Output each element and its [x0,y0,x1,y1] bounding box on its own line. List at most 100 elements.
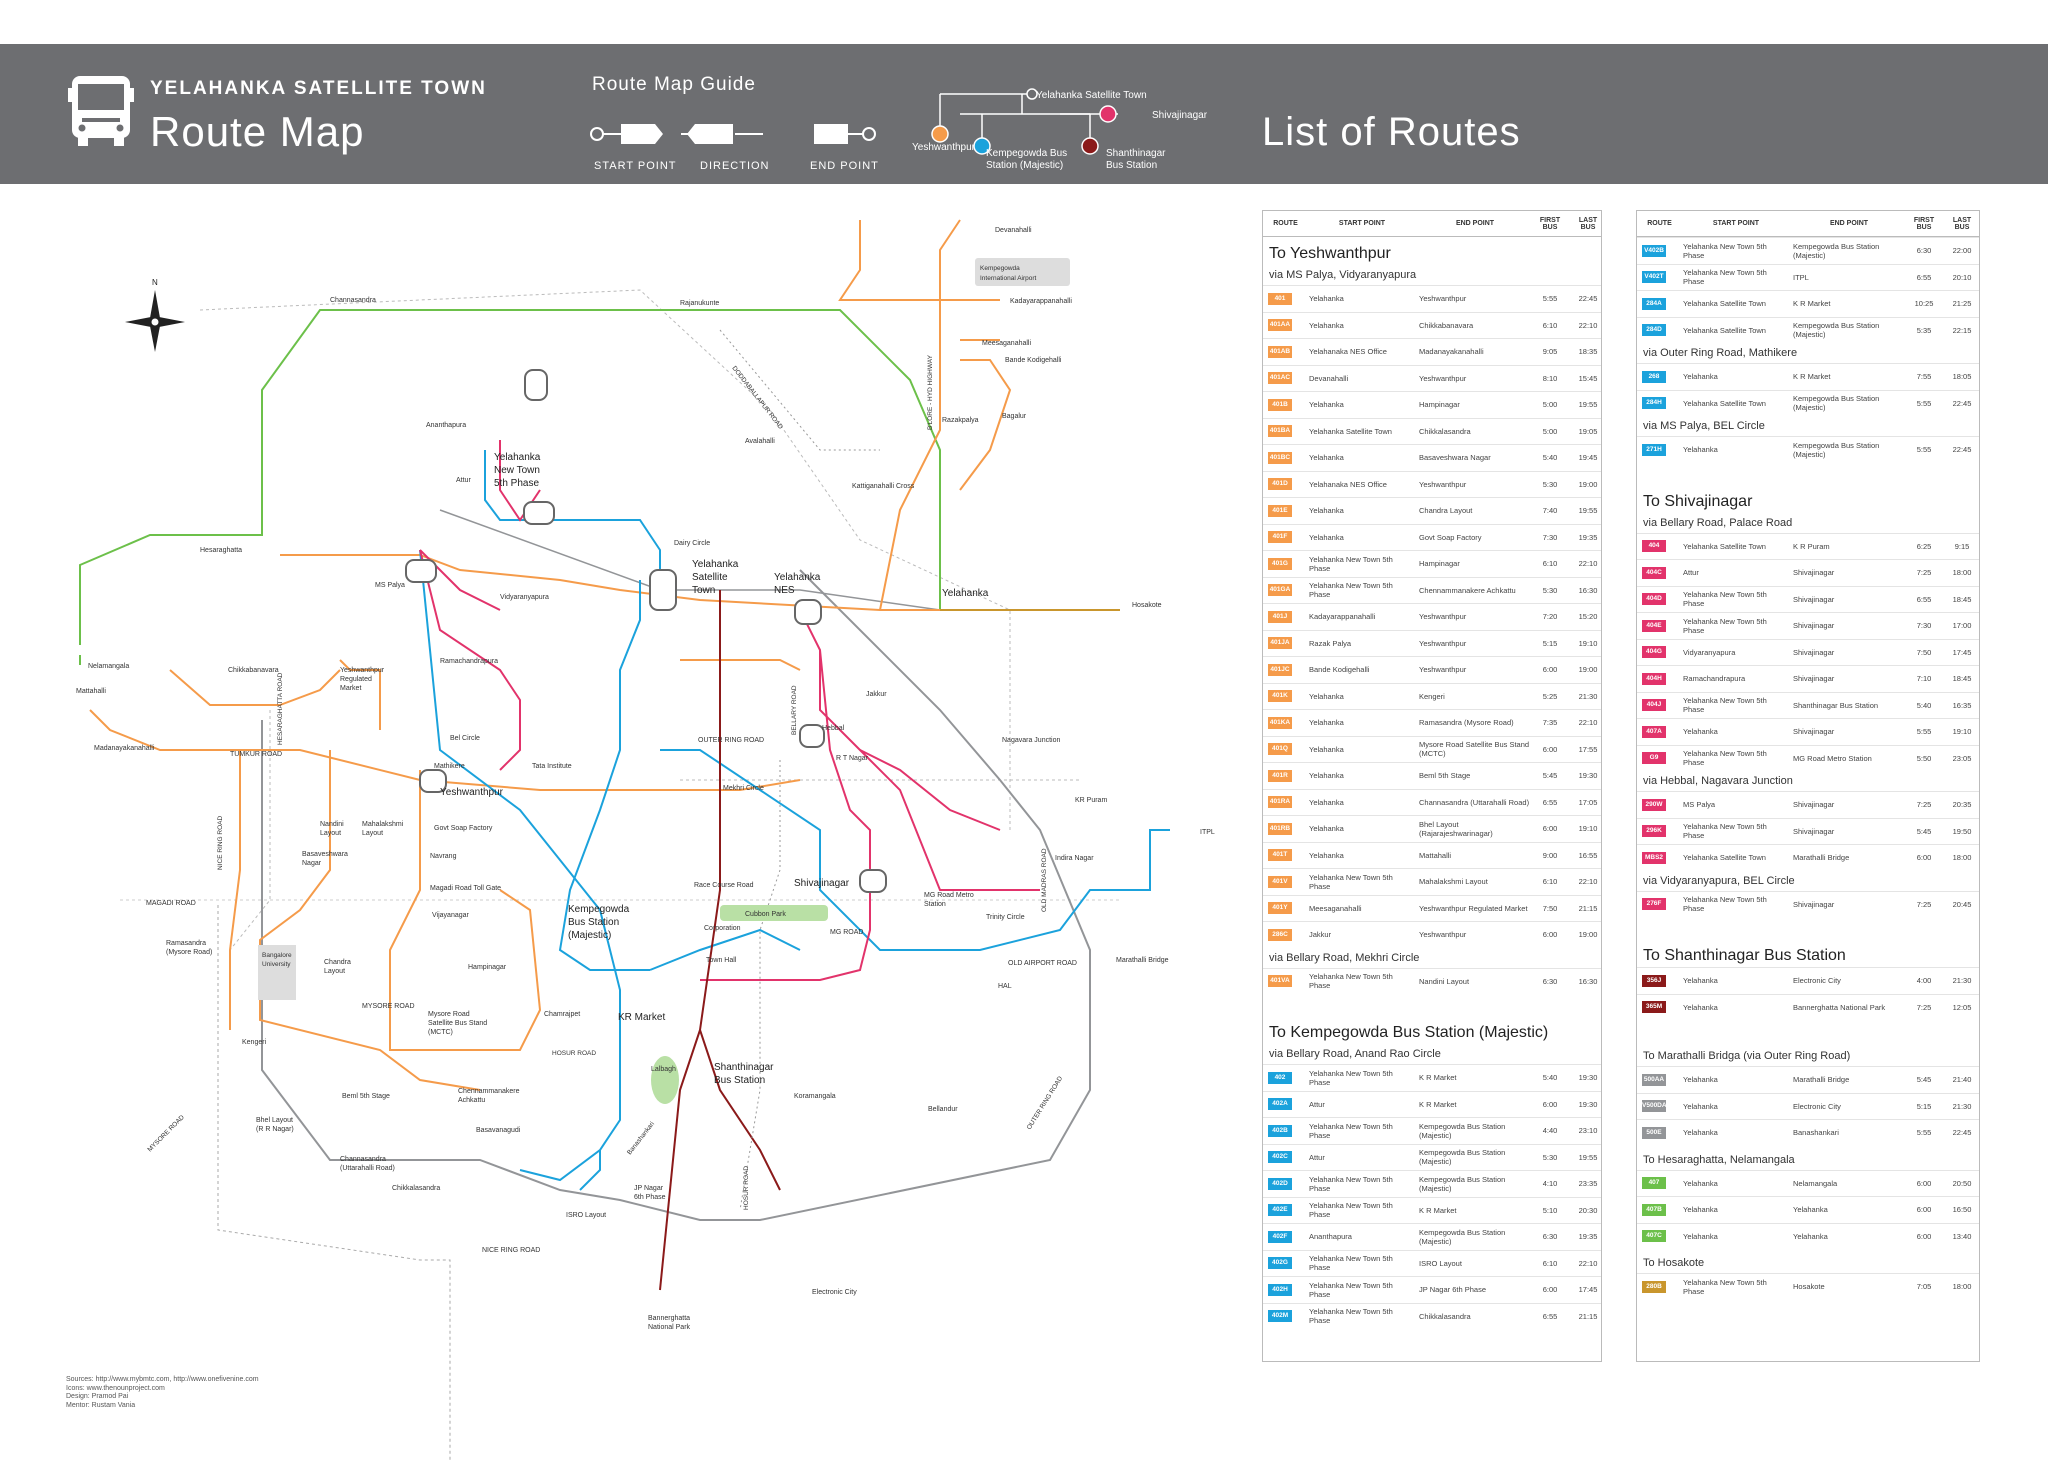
last-bus: 18:45 [1952,594,1972,604]
section-subheading: via Outer Ring Road, Mathikere [1643,347,1798,359]
start-point: Yelahanaka NES Office [1309,479,1387,489]
lbl-bemlstage: Beml 5th Stage [342,1093,390,1100]
table-row: 404 Yelahanka Satellite Town K R Puram 6:25… [1637,532,1979,560]
lbl-rajanukunte: Rajanukunte [680,300,719,307]
lbl-rtnagar: R T Nagar [836,755,869,762]
routes-table-left-body: To Yeshwanthpur via MS Palya, Vidyaranyap… [1263,237,1601,1329]
start-point: Yelahanka [1683,1128,1718,1138]
last-bus: 21:15 [1578,1311,1598,1321]
end-point: Chikkalasandra [1419,426,1471,436]
lbl-katiganahalli: Kattiganahalli Cross [852,483,915,490]
route-badge: 402F [1268,1230,1292,1243]
lbl-mgmetro: MG Road Metro Station [924,892,974,908]
lbl-kbs: Kempegowda Bus Station (Majestic) [568,904,630,941]
town-title: YELAHANKA SATELLITE TOWN [150,78,487,99]
list-of-routes-title: List of Routes [1262,110,1521,154]
start-point: Yelahanka [1683,1178,1718,1188]
last-bus: 23:05 [1952,753,1972,763]
route-badge: 402 [1268,1071,1292,1084]
end-point: Hampinagar [1419,400,1460,410]
first-bus: 6:00 [1542,1099,1558,1109]
lbl-electronic: Electronic City [812,1289,857,1296]
first-bus: 4:00 [1916,976,1932,986]
guide-symbols [590,124,876,144]
route-badge: 401AC [1268,372,1292,385]
route-badge: 401R [1268,769,1292,782]
route-badge: 284D [1642,324,1666,337]
last-bus: 21:40 [1952,1075,1972,1085]
lbl-chennammanakere: Chennammanakere Achkattu [458,1088,520,1104]
last-bus: 16:35 [1952,700,1972,710]
first-bus: 6:00 [1916,1205,1932,1215]
end-point: Electronic City [1793,1101,1841,1111]
last-bus: 20:35 [1952,800,1972,810]
lbl-chandra: Chandra Layout [324,959,351,975]
last-bus: 19:45 [1578,453,1598,463]
route-badge: 401F [1268,531,1292,544]
table-row: 407 Yelahanka Nelamangala 6:00 20:50 [1637,1169,1979,1197]
last-bus: 19:05 [1578,426,1598,436]
lbl-kengeri: Kengeri [242,1039,267,1046]
start-point: Yelahanka New Town 5th Phase [1309,1174,1393,1193]
route-badge: 404E [1642,619,1666,632]
route-badge: 401GA [1268,584,1292,597]
lbl-bannerghatta: Bannerghatta National Park [648,1315,691,1331]
lbl-oldairport: OLD AIRPORT ROAD [1008,960,1077,967]
route-badge: 280B [1642,1280,1666,1293]
route-badge: 271H [1642,443,1666,456]
last-bus: 22:00 [1952,246,1972,256]
route-badge: 401B [1268,398,1292,411]
last-bus: 18:35 [1578,347,1598,357]
start-point: Yelahanka New Town 5th Phase [1683,895,1767,914]
end-point: Mysore Road Satellite Bus Stand (MCTC) [1419,740,1530,759]
end-point: Shivajinagar [1793,899,1835,909]
route-badge: 401T [1268,849,1292,862]
start-point: Yelahanka New Town 5th Phase [1683,590,1767,609]
table-row: 404H Ramachandrapura Shivajinagar 7:10 18:45 [1637,665,1979,692]
table-row: 271H Yelahanka Kempegowda Bus Station (Maj… [1637,436,1979,463]
lbl-attur: Attur [456,477,471,484]
table-row: 401AC Devanahalli Yeshwanthpur 8:10 15:45 [1263,364,1601,392]
table-row: 407C Yelahanka Yelahanka 6:00 13:40 [1637,1222,1979,1250]
start-point: Yelahanka [1683,1101,1718,1111]
first-bus: 6:25 [1916,541,1932,551]
start-point: Yelahanka [1683,1231,1718,1241]
start-point: Attur [1309,1099,1325,1109]
lbl-koramangala: Koramangala [794,1093,836,1100]
table-row: 402G Yelahanka New Town 5th Phase ISRO Lay… [1263,1249,1601,1277]
first-bus: 5:55 [1916,727,1932,737]
first-bus: 5:15 [1542,638,1558,648]
end-point: Govt Soap Factory [1419,532,1482,542]
route-badge: 404G [1642,646,1666,659]
lbl-marathalli: Marathalli Bridge [1116,957,1169,964]
table-row: 401RA Yelahanka Channasandra (Uttarahalli … [1263,788,1601,816]
table-row: V402B Yelahanka New Town 5th Phase Kempego… [1637,237,1979,264]
table-row: 365M Yelahanka Bannerghatta National Park 7… [1637,993,1979,1021]
route-badge: 401 [1268,292,1292,305]
start-point: Yelahanka [1683,727,1718,737]
start-point: Yelahanka [1309,850,1344,860]
table-row: V500DA Yelahanka Electronic City 5:15 21:30 [1637,1092,1979,1120]
route-badge: 402E [1268,1204,1292,1217]
start-point: Attur [1683,568,1699,578]
table-row: 407A Yelahanka Shivajinagar 5:55 19:10 [1637,718,1979,745]
lbl-shivajinagar: Shivajinagar [794,878,850,889]
last-bus: 16:30 [1578,976,1598,986]
legend-shivajinagar: Shivajinagar [1152,110,1208,121]
start-point: Devanahalli [1309,373,1349,383]
end-point: ISRO Layout [1419,1258,1462,1268]
guide-end-label: END POINT [810,160,879,172]
first-bus: 5:00 [1542,426,1558,436]
first-bus: 5:40 [1542,453,1558,463]
first-bus: 7:25 [1916,568,1932,578]
route-badge: 401AA [1268,319,1292,332]
first-bus: 6:00 [1916,853,1932,863]
first-bus: 7:40 [1542,506,1558,516]
lbl-banashankari: Banashankari [626,1121,656,1157]
lbl-outer2: OUTER RING ROAD [1026,1075,1065,1131]
route-badge: 402G [1268,1257,1292,1270]
lbl-hesaraghatta: Hesaraghatta [200,547,242,554]
start-point: Yelahanka New Town 5th Phase [1683,1277,1767,1296]
last-bus: 22:10 [1578,559,1598,569]
routes-table-right: ROUTE START POINT END POINT FIRST BUS LAS… [1636,210,1980,1362]
